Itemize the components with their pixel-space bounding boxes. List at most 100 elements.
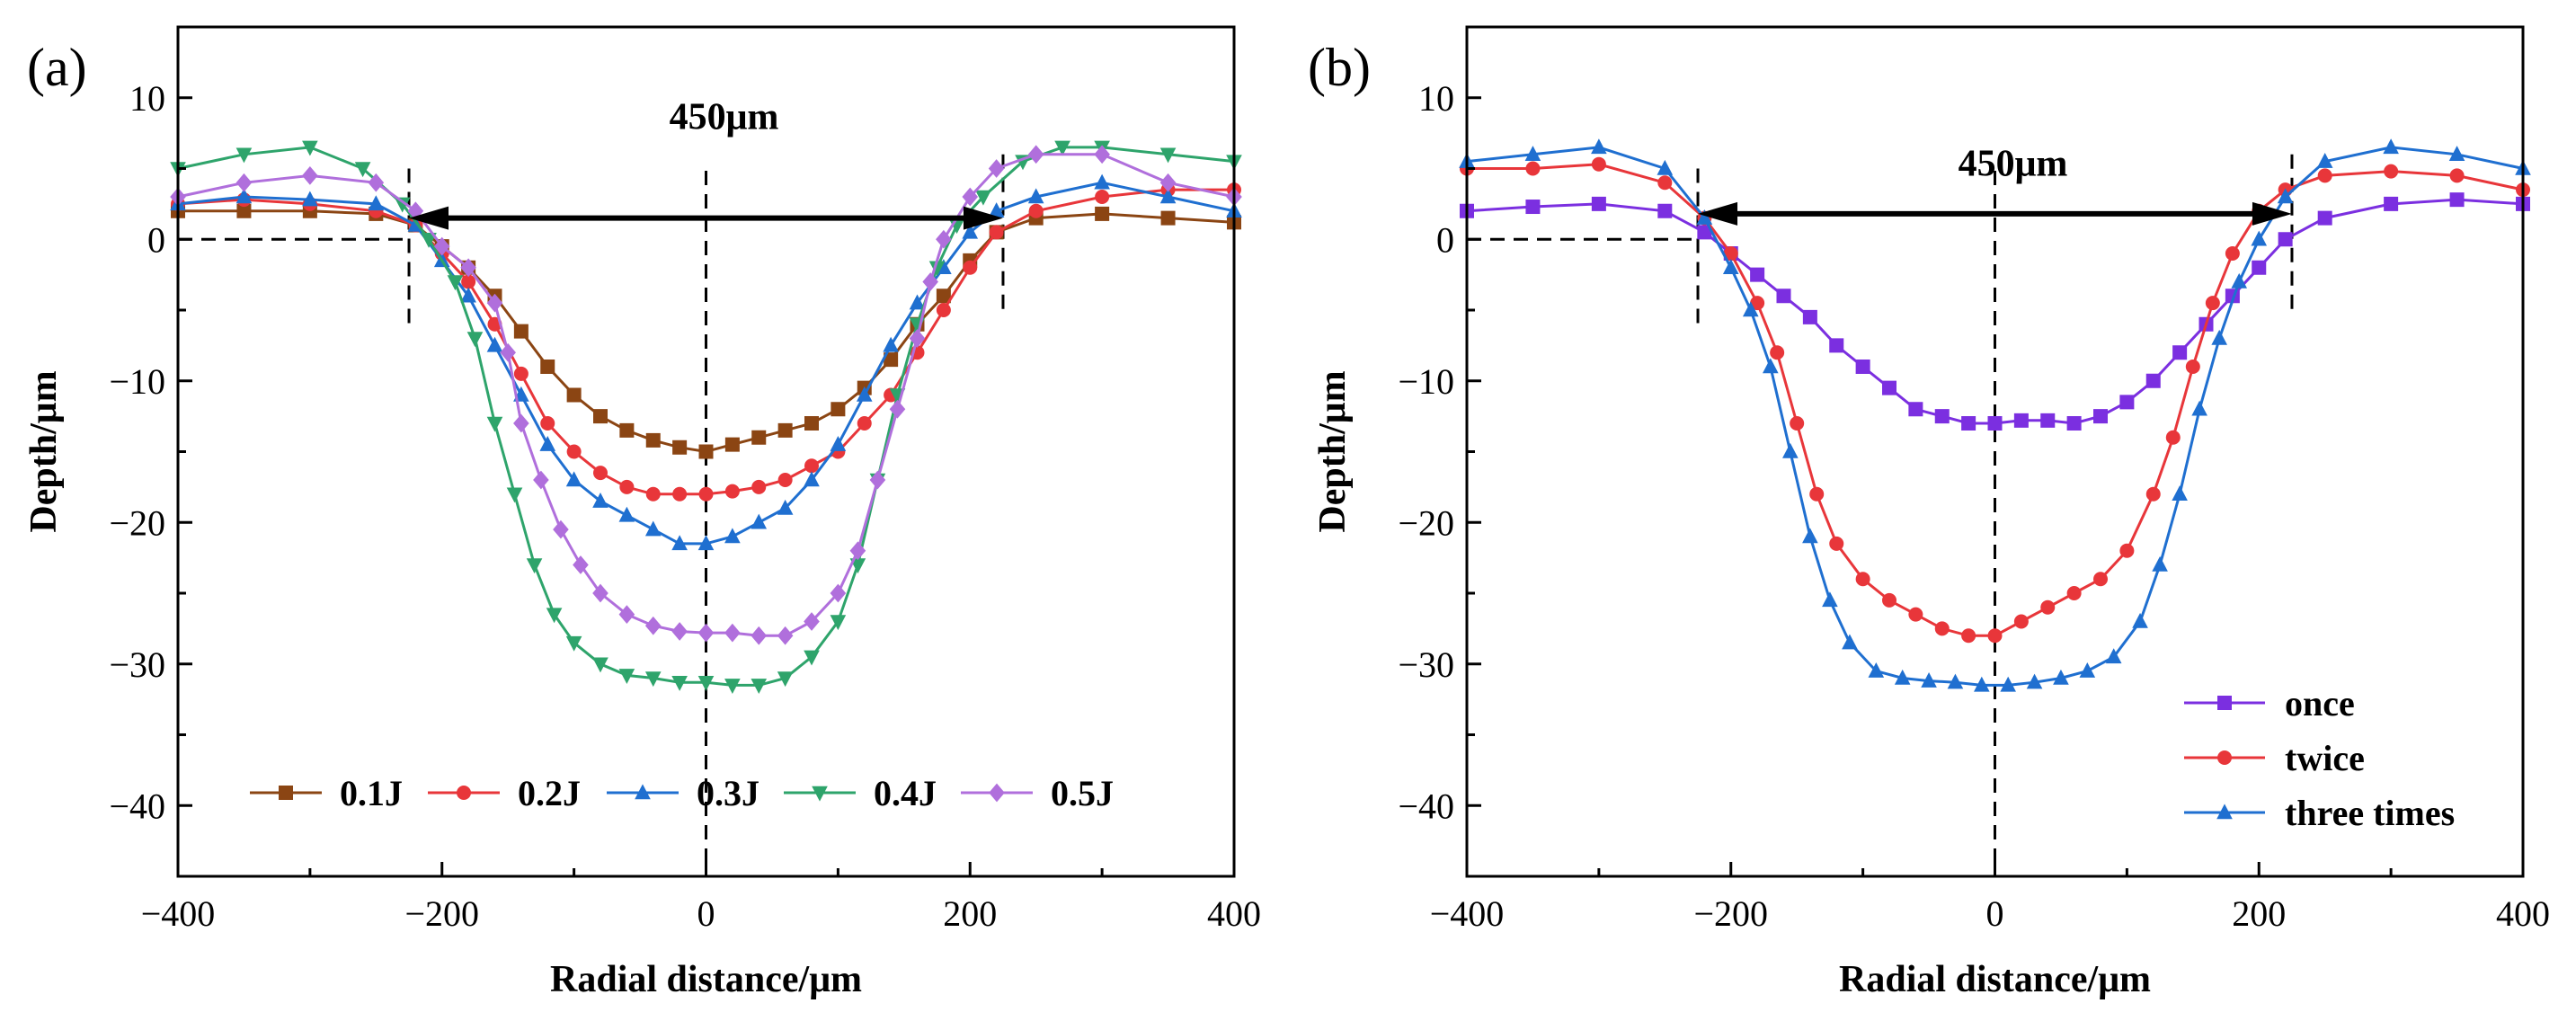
data-point — [1697, 225, 1712, 240]
data-point — [2225, 246, 2240, 261]
data-point — [368, 195, 385, 211]
data-point — [1657, 203, 1673, 218]
data-point — [2172, 485, 2188, 501]
data-point — [1657, 175, 1673, 191]
width-annotation: 450μm — [670, 96, 779, 138]
data-point — [2026, 673, 2043, 689]
legend-marker — [2217, 696, 2232, 710]
data-point — [1882, 380, 1896, 395]
data-point — [236, 203, 252, 218]
data-point — [2165, 430, 2181, 445]
data-point — [671, 622, 688, 641]
data-point — [1987, 628, 2003, 644]
y-tick-label: −10 — [1398, 361, 1454, 402]
data-point — [830, 436, 847, 451]
legend: once twice three times — [2184, 683, 2455, 833]
data-point — [884, 352, 899, 368]
legend-item: twice — [2184, 738, 2365, 778]
legend-item: 0.4J — [784, 773, 937, 813]
data-point — [486, 336, 503, 352]
data-point — [1822, 591, 1838, 608]
x-tick-label: 200 — [943, 893, 997, 934]
data-point — [1776, 289, 1791, 304]
legend-marker — [279, 786, 293, 800]
data-point — [1095, 206, 1110, 221]
data-point — [2119, 395, 2135, 410]
data-point — [804, 650, 820, 666]
y-axis-title: Depth/μm — [23, 370, 65, 532]
data-point — [2205, 296, 2220, 311]
x-tick-label: 200 — [2232, 893, 2286, 934]
data-point — [1094, 145, 1110, 164]
data-point — [513, 366, 529, 381]
y-tick-label: 0 — [147, 219, 165, 260]
data-point — [1809, 486, 1825, 502]
data-point — [2066, 586, 2082, 600]
data-point — [592, 583, 608, 603]
data-point — [235, 147, 253, 164]
data-point — [777, 473, 793, 487]
data-point — [857, 416, 872, 431]
data-point — [302, 191, 318, 207]
data-point — [1696, 209, 1713, 225]
panel-label: (a) — [27, 38, 87, 97]
data-point — [1770, 345, 1785, 360]
data-point — [618, 669, 635, 684]
data-point — [513, 413, 529, 433]
data-point — [1722, 259, 1739, 274]
data-point — [672, 486, 688, 502]
x-tick-label: 0 — [697, 893, 715, 934]
data-point — [618, 506, 635, 522]
legend-item: 0.3J — [607, 773, 759, 813]
data-point — [777, 422, 793, 438]
data-point — [804, 458, 819, 474]
data-point — [751, 479, 767, 494]
data-point — [302, 165, 318, 185]
y-tick-label: −20 — [1398, 502, 1454, 543]
data-point — [2278, 232, 2293, 247]
data-point — [1908, 607, 1923, 622]
data-point — [1894, 669, 1911, 685]
y-tick-label: 10 — [129, 78, 165, 119]
x-axis-title: Radial distance/μm — [1839, 959, 2151, 1000]
data-point — [1934, 621, 1950, 636]
data-point — [1868, 662, 1885, 678]
data-point — [644, 671, 662, 688]
data-point — [936, 229, 952, 249]
x-tick-label: 400 — [2496, 893, 2550, 934]
legend-label: twice — [2285, 738, 2365, 778]
data-point — [2211, 329, 2227, 345]
data-point — [593, 409, 608, 424]
data-point — [644, 520, 662, 537]
data-point — [2384, 164, 2399, 179]
data-point — [466, 332, 484, 348]
data-point — [1591, 138, 1607, 155]
data-point — [1855, 572, 1870, 587]
data-point — [2013, 614, 2029, 629]
data-point — [1842, 634, 1858, 650]
data-point — [2317, 168, 2332, 183]
data-point — [433, 236, 450, 256]
data-point — [566, 444, 582, 459]
data-point — [1160, 210, 1176, 226]
data-point — [1802, 309, 1817, 324]
data-point — [1742, 301, 1759, 317]
panel-label: (b) — [1308, 38, 1371, 97]
data-point — [1054, 140, 1070, 156]
data-point — [1095, 190, 1110, 204]
data-point — [1028, 203, 1044, 218]
data-point — [849, 541, 866, 561]
data-point — [235, 173, 253, 192]
y-tick-label: −30 — [1398, 644, 1454, 685]
data-point — [421, 233, 437, 248]
data-point — [909, 329, 926, 348]
series-line — [1467, 163, 2524, 637]
data-point — [1591, 156, 1606, 172]
legend-label: 0.2J — [518, 773, 581, 813]
series-once — [1460, 192, 2530, 431]
data-point — [1591, 196, 1606, 211]
legend-label: once — [2285, 683, 2355, 724]
data-point — [975, 190, 991, 206]
width-arrow-head-right — [2252, 201, 2292, 226]
data-point — [566, 387, 582, 403]
